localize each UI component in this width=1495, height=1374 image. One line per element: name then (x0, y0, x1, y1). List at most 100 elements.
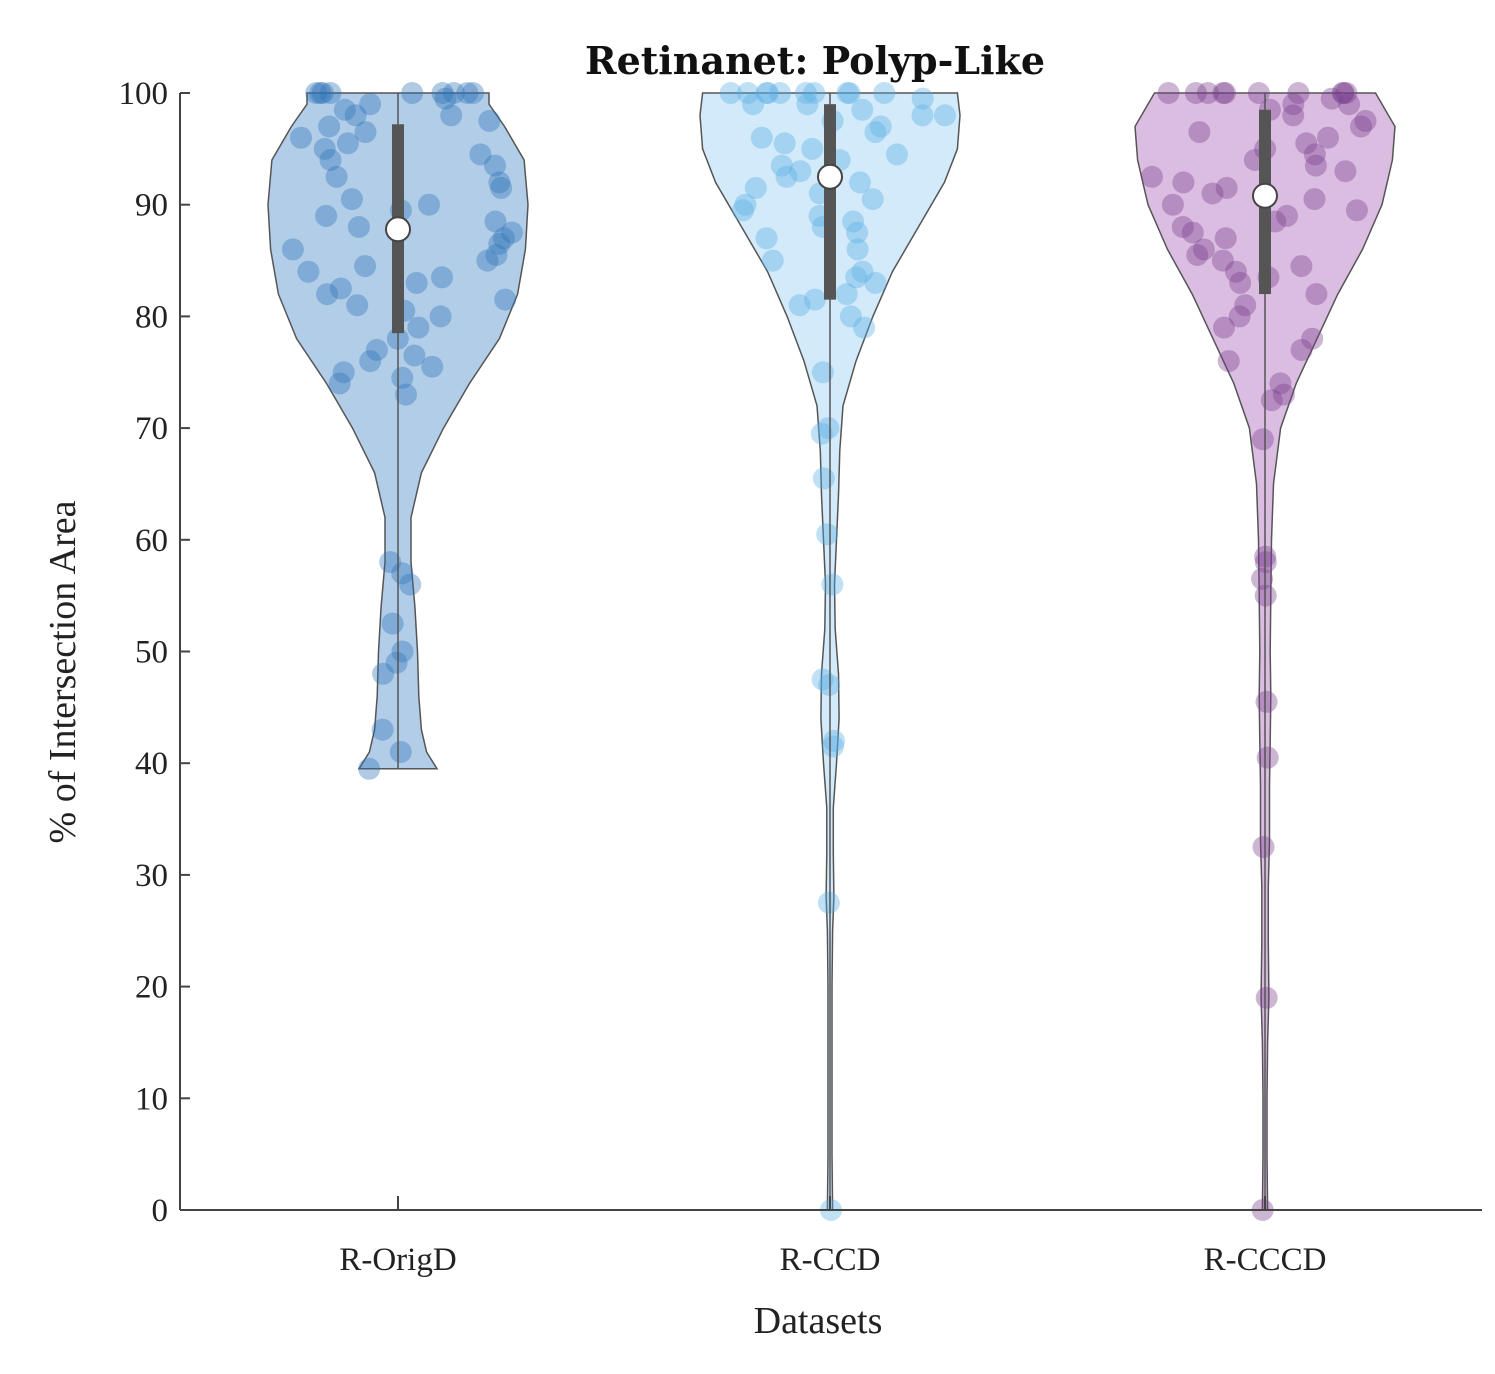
data-point (313, 137, 336, 160)
data-point (379, 551, 402, 574)
data-point (1196, 82, 1219, 104)
data-point (1252, 836, 1275, 858)
data-point (773, 132, 796, 155)
data-point (381, 612, 404, 635)
data-point (1345, 199, 1368, 222)
violin-group-r-ccd (699, 82, 961, 1221)
data-point (911, 87, 934, 110)
data-point (1161, 193, 1184, 216)
x-tick-label: R-CCCD (1204, 1242, 1327, 1278)
data-point (1303, 188, 1326, 211)
data-point (811, 361, 834, 384)
data-point (801, 137, 824, 160)
data-point (488, 232, 511, 255)
iqr-box (824, 104, 836, 300)
median-marker (385, 216, 411, 243)
data-point (823, 729, 846, 752)
data-point (405, 271, 428, 294)
data-point (329, 277, 352, 300)
median-marker (1252, 182, 1278, 209)
data-point (484, 154, 506, 177)
y-axis-label: % of Intersection Area (42, 500, 84, 843)
data-point (462, 82, 484, 104)
data-point (816, 523, 839, 546)
data-point (742, 93, 765, 116)
data-point (1331, 82, 1354, 104)
data-point (851, 260, 874, 283)
data-point (1334, 160, 1357, 183)
data-point (1181, 221, 1204, 244)
data-point (1317, 126, 1339, 149)
data-point (775, 165, 798, 188)
data-point (418, 193, 440, 216)
data-point (1213, 316, 1235, 339)
data-point (846, 238, 869, 261)
data-point (1217, 350, 1240, 373)
data-point (346, 294, 369, 317)
data-point (391, 366, 414, 389)
data-point (1229, 271, 1252, 294)
data-point (1260, 389, 1283, 412)
data-point (812, 467, 835, 490)
data-point (845, 266, 868, 289)
data-point (1269, 372, 1292, 395)
data-point (1212, 82, 1235, 104)
data-point (1251, 567, 1274, 590)
data-point (333, 98, 356, 121)
data-point (719, 82, 742, 104)
data-point (494, 288, 517, 311)
data-point (456, 82, 479, 104)
data-point (431, 82, 454, 104)
data-point (1188, 121, 1211, 144)
y-tick-label: 50 (135, 635, 168, 671)
data-point (1171, 216, 1194, 238)
data-point (803, 82, 826, 104)
data-point (336, 132, 359, 155)
data-point (1290, 338, 1313, 361)
x-tick-label: R-CCD (780, 1242, 881, 1278)
data-point (1172, 171, 1195, 194)
data-point (804, 288, 826, 311)
data-point (770, 154, 793, 177)
data-point (755, 82, 778, 104)
data-point (385, 651, 408, 674)
y-tick-label: 90 (135, 188, 168, 224)
chart-title: Retinanet: Polyp-Like (585, 38, 1045, 83)
data-point (358, 757, 381, 780)
data-point (842, 210, 865, 233)
data-point (389, 741, 412, 763)
data-point (1276, 204, 1298, 227)
data-point (869, 115, 892, 138)
data-point (434, 87, 457, 110)
data-point (851, 98, 874, 121)
y-tick-label: 30 (135, 858, 168, 894)
data-point (1338, 93, 1361, 116)
data-point (478, 109, 501, 132)
data-point (359, 93, 382, 116)
data-point (796, 93, 819, 116)
data-point (1157, 82, 1180, 104)
data-point (731, 199, 754, 222)
data-point (1303, 143, 1326, 166)
data-point (755, 227, 778, 250)
data-point (1290, 255, 1313, 278)
y-ticks: 0 10 20 30 40 50 60 70 80 90 100 (119, 76, 190, 1229)
data-point (1295, 132, 1318, 155)
data-point (391, 640, 414, 663)
y-tick-label: 40 (135, 746, 168, 782)
data-point (818, 674, 841, 696)
data-point (822, 735, 845, 758)
data-point (490, 176, 513, 199)
data-point (795, 82, 817, 104)
data-point (1354, 109, 1377, 132)
data-point (1214, 82, 1236, 104)
data-point (861, 188, 884, 211)
data-point (401, 82, 424, 104)
data-point (864, 121, 887, 144)
data-point (305, 82, 328, 104)
data-point (789, 160, 812, 183)
data-point (1282, 93, 1305, 116)
violin-group-r-cccd (1134, 82, 1396, 1221)
data-point (309, 82, 332, 104)
